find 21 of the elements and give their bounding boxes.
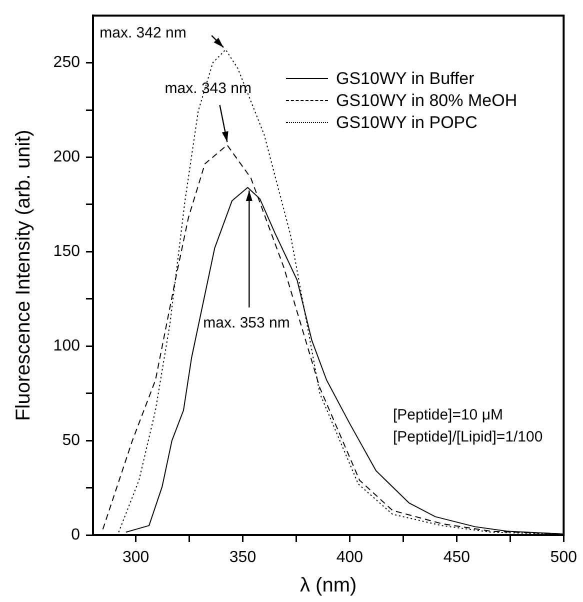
y-axis-title: Fluorescence Intensity (arb. unit) [12,130,35,421]
legend-label: GS10WY in 80% MeOH [336,90,518,111]
x-tick-label: 350 [229,549,256,566]
annotation: max. 343 nm [164,80,252,98]
annotation: max. 353 nm [203,314,290,332]
y-tick-label: 50 [62,432,80,449]
y-tick-label: 200 [53,148,80,166]
y-tick-label: 0 [71,526,80,544]
x-tick-label: 500 [550,549,578,566]
x-tick-label: 400 [336,549,364,566]
legend-label: GS10WY in POPC [336,112,478,133]
y-tick-label: 250 [53,54,80,72]
legend-label: GS10WY in Buffer [336,68,474,89]
annotation: max. 342 nm [100,24,186,42]
annotation: [Peptide]/[Lipid]=1/100 [393,428,543,446]
annotation: [Peptide]=10 μM [393,406,503,424]
y-tick-label: 150 [53,243,80,260]
y-tick-label: 100 [53,338,80,355]
x-tick-label: 450 [443,549,470,566]
x-tick-label: 300 [122,549,150,566]
x-axis-title: λ (nm) [300,574,357,597]
